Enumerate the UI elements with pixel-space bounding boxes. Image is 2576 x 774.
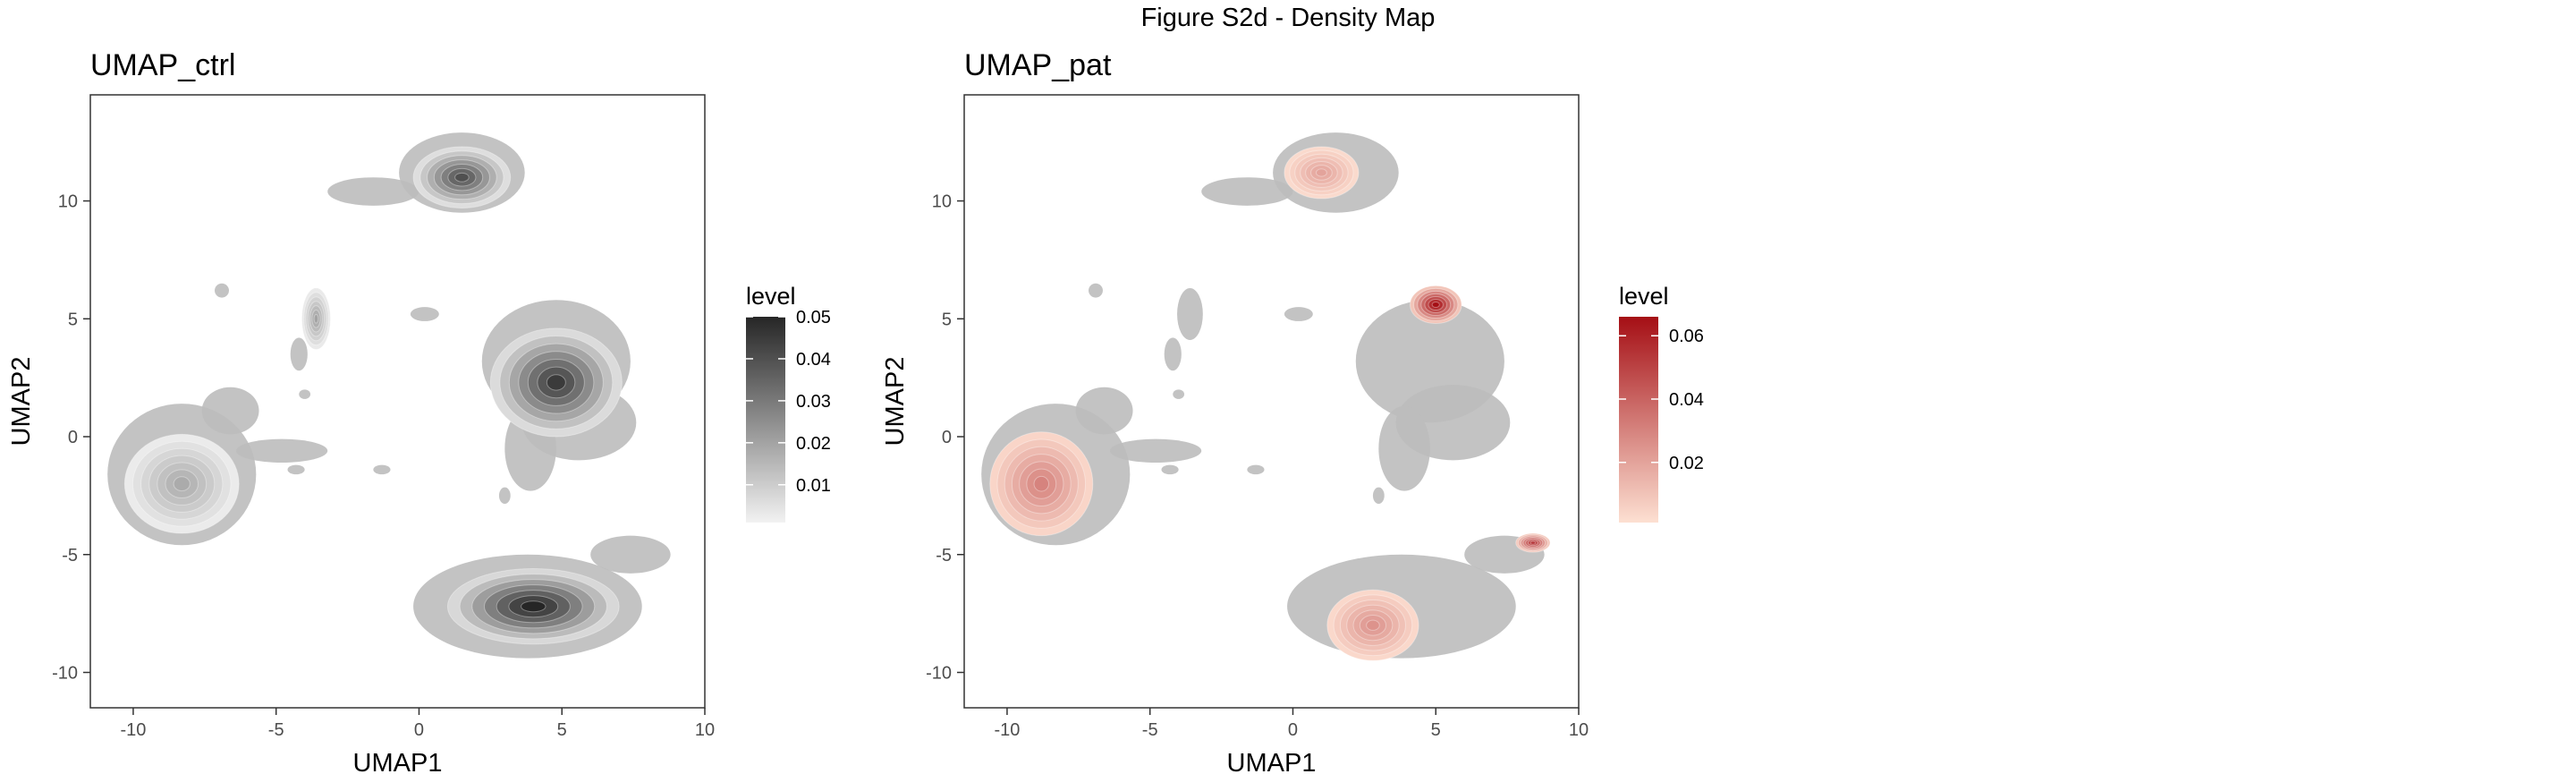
- legend-tick-label: 0.02: [1669, 454, 1704, 473]
- cell-cloud: [1164, 337, 1182, 371]
- cell-cloud: [1173, 389, 1185, 399]
- legend-tick-label: 0.02: [796, 434, 831, 454]
- legend-tick-label: 0.01: [796, 476, 831, 496]
- y-axis-label: UMAP2: [7, 357, 36, 447]
- density-contour-left: [1033, 475, 1049, 492]
- cell-cloud: [373, 464, 391, 475]
- cell-cloud: [1109, 438, 1202, 463]
- x-tick-label: 5: [1431, 720, 1441, 740]
- x-tick-label: -10: [994, 720, 1020, 740]
- x-tick-label: -10: [120, 720, 146, 740]
- legend-tick-label: 0.03: [796, 392, 831, 412]
- chart-panel-1: UMAP_ctrl -10 -5 0 5 10 -10 -5 0 5 10 UMAP1 UMAP2 lev…: [7, 48, 831, 774]
- density-contour-left: [173, 476, 191, 492]
- cell-cloud: [201, 387, 259, 435]
- x-tick-label: -5: [268, 720, 284, 740]
- legend-tick-label: 0.04: [1669, 390, 1704, 410]
- y-tick-label: -5: [62, 546, 78, 566]
- cell-cloud: [410, 307, 439, 321]
- legend-title: level: [1619, 283, 1669, 310]
- y-tick-label: -10: [52, 663, 78, 683]
- plot-area: [107, 132, 671, 659]
- y-tick-label: 5: [942, 310, 952, 329]
- plot-area: [981, 132, 1551, 661]
- panel-title: UMAP_pat: [964, 48, 1112, 82]
- cell-cloud: [235, 438, 328, 463]
- density-contour-bottom-right: [1366, 619, 1380, 631]
- panel-border: [963, 94, 1580, 709]
- density-contour-top: [454, 172, 470, 183]
- panel-title: UMAP_ctrl: [90, 48, 235, 82]
- legend-colorbar: [1619, 317, 1658, 523]
- cell-cloud: [1378, 405, 1430, 491]
- chart-panel-2: UMAP_pat -10 -5 0 5 10 -10 -5 0 5 10 UMAP1 UMAP2 leve…: [881, 48, 1704, 774]
- legend: level 0.02 0.04 0.06: [1619, 283, 1704, 523]
- x-axis-label: UMAP1: [353, 749, 443, 774]
- y-tick-label: 0: [942, 428, 952, 447]
- x-tick-label: 10: [695, 720, 715, 740]
- cell-cloud: [1201, 177, 1293, 206]
- cell-cloud: [1177, 288, 1203, 340]
- figure-title: Figure S2d - Density Map: [1140, 4, 1436, 32]
- legend-colorbar: [746, 317, 785, 523]
- density-contour-right-upper: [546, 374, 566, 391]
- density-contour-right-upper: [1431, 301, 1440, 308]
- legend-tick-label: 0.04: [796, 350, 831, 370]
- cell-cloud: [1372, 487, 1385, 505]
- legend-title: level: [746, 283, 796, 310]
- y-tick-label: -5: [936, 546, 952, 566]
- density-contour-top: [1315, 168, 1327, 177]
- cell-cloud: [590, 535, 671, 574]
- x-tick-label: 0: [414, 720, 424, 740]
- x-tick-label: -5: [1142, 720, 1158, 740]
- density-contour-bottom-right-tip: [1530, 540, 1537, 545]
- y-axis-label: UMAP2: [881, 357, 910, 447]
- legend-tick-label: 0.05: [796, 308, 831, 327]
- x-tick-label: 10: [1569, 720, 1589, 740]
- cell-cloud: [327, 177, 419, 206]
- cell-cloud: [1161, 464, 1179, 475]
- cell-cloud: [1247, 464, 1265, 475]
- cell-cloud: [214, 283, 229, 298]
- cell-cloud: [498, 487, 511, 505]
- y-tick-label: 5: [68, 310, 78, 329]
- cell-cloud: [299, 389, 311, 399]
- panel-border: [89, 94, 706, 709]
- y-tick-label: -10: [926, 663, 952, 683]
- cell-cloud: [1284, 307, 1313, 321]
- density-contour-small-mid: [313, 313, 319, 324]
- legend-tick-label: 0.06: [1669, 327, 1704, 346]
- cell-cloud: [1075, 387, 1133, 435]
- y-tick-label: 10: [932, 192, 952, 212]
- x-tick-label: 5: [557, 720, 567, 740]
- x-tick-label: 0: [1288, 720, 1298, 740]
- x-axis-label: UMAP1: [1227, 749, 1317, 774]
- cell-cloud: [290, 337, 308, 371]
- y-tick-label: 0: [68, 428, 78, 447]
- legend: level 0.01 0.02 0.03 0.04 0.05: [746, 283, 831, 523]
- density-contour-bottom-right: [521, 600, 547, 613]
- y-tick-label: 10: [58, 192, 78, 212]
- cell-cloud: [1088, 283, 1103, 298]
- cell-cloud: [287, 464, 305, 475]
